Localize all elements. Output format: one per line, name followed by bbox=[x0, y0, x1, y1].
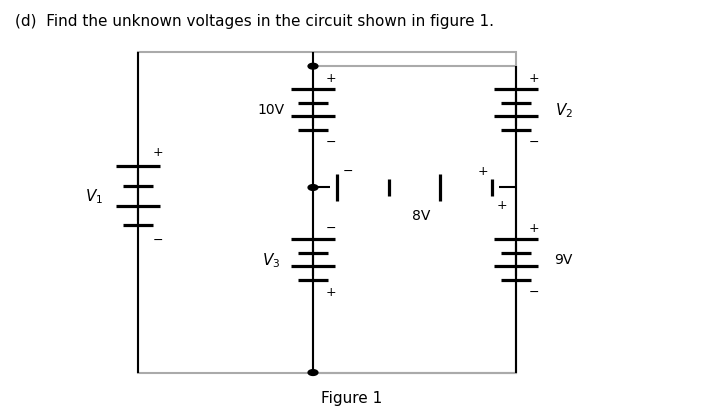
Circle shape bbox=[308, 370, 318, 375]
Text: 8V: 8V bbox=[413, 209, 431, 223]
Text: (d)  Find the unknown voltages in the circuit shown in figure 1.: (d) Find the unknown voltages in the cir… bbox=[15, 14, 494, 28]
Circle shape bbox=[308, 185, 318, 191]
Text: +: + bbox=[528, 221, 539, 234]
Text: $V_1$: $V_1$ bbox=[86, 187, 103, 206]
Text: −: − bbox=[325, 221, 336, 234]
Text: 9V: 9V bbox=[555, 253, 573, 267]
Circle shape bbox=[308, 64, 318, 70]
Text: +: + bbox=[528, 71, 539, 85]
Text: −: − bbox=[343, 164, 353, 177]
Text: +: + bbox=[325, 71, 336, 85]
Text: $V_3$: $V_3$ bbox=[262, 251, 280, 269]
Text: +: + bbox=[497, 199, 508, 212]
Text: +: + bbox=[477, 164, 488, 177]
Text: $V_2$: $V_2$ bbox=[555, 101, 573, 119]
Text: −: − bbox=[325, 135, 336, 149]
Text: +: + bbox=[153, 146, 163, 159]
Text: 10V: 10V bbox=[257, 103, 285, 117]
Text: Figure 1: Figure 1 bbox=[321, 391, 382, 406]
Text: −: − bbox=[529, 135, 538, 149]
Text: −: − bbox=[529, 285, 538, 298]
Text: −: − bbox=[153, 234, 163, 247]
Text: +: + bbox=[325, 285, 336, 298]
